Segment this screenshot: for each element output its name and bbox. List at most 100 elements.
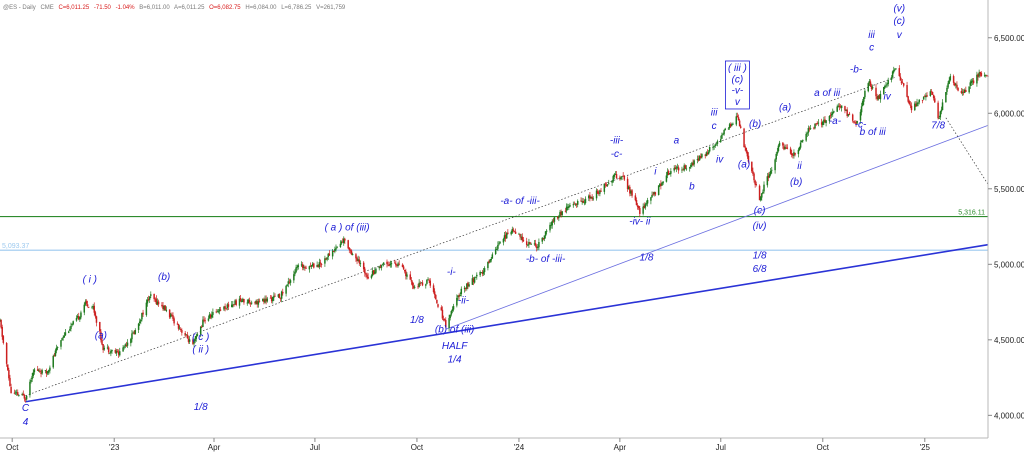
candle-body	[269, 297, 272, 299]
candle-body	[580, 200, 582, 202]
candle-body	[216, 311, 219, 313]
candle-body	[358, 259, 361, 264]
candle-body	[389, 263, 392, 266]
candle-body	[109, 352, 111, 354]
candle-body	[637, 206, 640, 209]
low-label: L=6,786.25	[281, 5, 312, 11]
candle-body	[474, 276, 477, 278]
wave-label: ii	[797, 161, 802, 172]
candle-body	[336, 246, 338, 248]
candle-body	[141, 313, 143, 320]
wave-label: 1/4	[448, 354, 462, 365]
candle-body	[924, 96, 926, 98]
candle-body	[14, 392, 17, 394]
exchange-label: CME	[40, 5, 53, 11]
candle-body	[370, 275, 373, 278]
candle-body	[209, 314, 212, 318]
candle-body	[390, 263, 393, 265]
candle-body	[900, 81, 903, 84]
candle-body	[8, 369, 10, 379]
candle-body	[630, 190, 632, 194]
candle-body	[549, 224, 551, 231]
candle-body	[164, 305, 166, 311]
candle-body	[289, 280, 292, 283]
candle-body	[574, 204, 577, 206]
candle-body	[691, 162, 693, 166]
wave-label: (a)	[738, 160, 750, 171]
candle-body	[202, 319, 204, 327]
wave-label: v	[735, 97, 741, 108]
candle-body	[970, 81, 973, 84]
candle-body	[379, 266, 382, 268]
candle-body	[755, 184, 757, 185]
candle-body	[895, 68, 897, 70]
candle-body	[473, 277, 476, 283]
candle-body	[914, 103, 916, 111]
candle-body	[31, 376, 33, 380]
candle-body	[662, 181, 664, 184]
candle-body	[456, 297, 458, 306]
candle-body	[177, 324, 180, 329]
candle-body	[5, 342, 8, 364]
candle-body	[418, 282, 420, 287]
candle-body	[293, 274, 295, 281]
candle-body	[885, 85, 887, 87]
candle-body	[971, 80, 974, 82]
candle-body	[806, 133, 809, 135]
candle-body	[285, 285, 287, 294]
candle-body	[777, 145, 780, 152]
candle-body	[101, 339, 103, 345]
candle-body	[110, 350, 112, 353]
svg-text:@ES - Daily CME: @ES - Daily CME C=6,011.25 -71.50 -1.04%…	[3, 5, 346, 11]
candle-body	[766, 176, 769, 186]
candle-body	[187, 338, 190, 342]
candle-body	[481, 272, 484, 274]
candle-body	[224, 306, 226, 309]
candle-body	[558, 216, 560, 218]
wave-label: iii	[868, 30, 875, 41]
candle-body	[80, 312, 82, 318]
candle-body	[64, 332, 67, 336]
candle-body	[186, 334, 189, 339]
candle-body	[953, 83, 956, 86]
candle-body	[226, 304, 229, 308]
light-level-label: 5,093.37	[2, 243, 29, 250]
candle-body	[645, 203, 648, 205]
candle-body	[851, 114, 854, 121]
candle-body	[134, 330, 137, 335]
candle-body	[272, 296, 274, 302]
candle-body	[365, 273, 367, 275]
candle-body	[948, 80, 950, 84]
candle-body	[837, 105, 840, 107]
candle-body	[955, 84, 957, 86]
candle-body	[789, 148, 792, 154]
candle-body	[937, 102, 939, 119]
candle-body	[40, 372, 42, 374]
candle-body	[575, 203, 578, 205]
candle-body	[25, 395, 28, 400]
candle-body	[387, 264, 389, 266]
candle-body	[23, 395, 26, 399]
candle-body	[199, 326, 202, 335]
candle-body	[744, 146, 746, 148]
candle-body	[255, 300, 257, 304]
candle-body	[652, 194, 654, 196]
candle-body	[715, 143, 718, 145]
candle-body	[487, 261, 489, 269]
candle-body	[161, 304, 163, 306]
candle-body	[301, 264, 304, 268]
candle-body	[479, 271, 481, 276]
candle-body	[962, 91, 965, 93]
candle-body	[123, 346, 125, 348]
candle-body	[208, 314, 211, 319]
candle-body	[519, 234, 521, 237]
candle-body	[130, 338, 132, 344]
candle-body	[163, 305, 165, 310]
candle-body	[140, 319, 142, 322]
candle-body	[584, 198, 587, 204]
candle-body	[899, 76, 902, 81]
candle-body	[137, 323, 140, 330]
candle-body	[596, 191, 599, 194]
candle-body	[405, 271, 407, 277]
